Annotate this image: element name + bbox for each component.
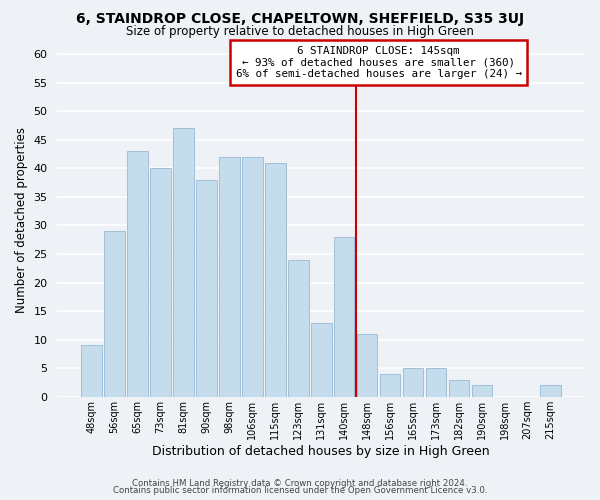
Bar <box>196 180 217 397</box>
Bar <box>104 231 125 397</box>
Bar <box>380 374 400 397</box>
Bar <box>311 322 332 397</box>
Y-axis label: Number of detached properties: Number of detached properties <box>15 126 28 312</box>
Bar <box>173 128 194 397</box>
Bar <box>541 386 561 397</box>
Bar <box>357 334 377 397</box>
Text: 6 STAINDROP CLOSE: 145sqm
← 93% of detached houses are smaller (360)
6% of semi-: 6 STAINDROP CLOSE: 145sqm ← 93% of detac… <box>236 46 521 79</box>
Bar <box>425 368 446 397</box>
Text: Contains public sector information licensed under the Open Government Licence v3: Contains public sector information licen… <box>113 486 487 495</box>
Bar <box>334 237 355 397</box>
Bar <box>219 157 240 397</box>
Bar <box>449 380 469 397</box>
Text: 6, STAINDROP CLOSE, CHAPELTOWN, SHEFFIELD, S35 3UJ: 6, STAINDROP CLOSE, CHAPELTOWN, SHEFFIEL… <box>76 12 524 26</box>
Bar <box>242 157 263 397</box>
Bar <box>472 386 492 397</box>
Text: Size of property relative to detached houses in High Green: Size of property relative to detached ho… <box>126 25 474 38</box>
X-axis label: Distribution of detached houses by size in High Green: Distribution of detached houses by size … <box>152 444 490 458</box>
Bar <box>265 162 286 397</box>
Bar <box>127 151 148 397</box>
Bar <box>288 260 308 397</box>
Bar <box>403 368 424 397</box>
Bar <box>150 168 171 397</box>
Text: Contains HM Land Registry data © Crown copyright and database right 2024.: Contains HM Land Registry data © Crown c… <box>132 478 468 488</box>
Bar <box>82 346 102 397</box>
